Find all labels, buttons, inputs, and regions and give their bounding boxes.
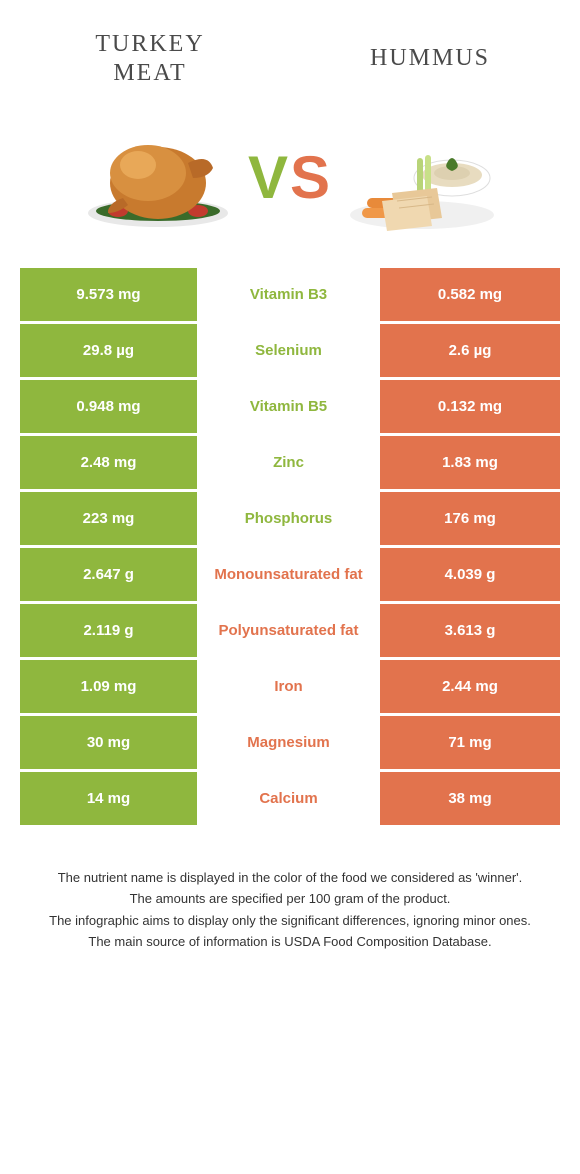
nutrient-row: 2.48 mgZinc1.83 mg bbox=[20, 436, 560, 492]
nutrient-right-value: 1.83 mg bbox=[380, 436, 560, 489]
footer-line-1: The nutrient name is displayed in the co… bbox=[30, 868, 550, 888]
nutrient-right-value: 176 mg bbox=[380, 492, 560, 545]
nutrient-right-value: 38 mg bbox=[380, 772, 560, 825]
nutrient-left-value: 0.948 mg bbox=[20, 380, 200, 433]
nutrient-name: Vitamin B5 bbox=[200, 380, 380, 433]
nutrient-row: 223 mgPhosphorus176 mg bbox=[20, 492, 560, 548]
footer-line-4: The main source of information is USDA F… bbox=[30, 932, 550, 952]
nutrient-left-value: 223 mg bbox=[20, 492, 200, 545]
nutrient-row: 30 mgMagnesium71 mg bbox=[20, 716, 560, 772]
nutrient-right-value: 0.582 mg bbox=[380, 268, 560, 321]
nutrient-right-value: 0.132 mg bbox=[380, 380, 560, 433]
vs-label: VS bbox=[248, 143, 332, 212]
nutrient-right-value: 2.44 mg bbox=[380, 660, 560, 713]
nutrient-right-value: 4.039 g bbox=[380, 548, 560, 601]
nutrient-name: Calcium bbox=[200, 772, 380, 825]
nutrient-name: Selenium bbox=[200, 324, 380, 377]
nutrient-name: Phosphorus bbox=[200, 492, 380, 545]
nutrient-name: Iron bbox=[200, 660, 380, 713]
vs-s: S bbox=[290, 144, 332, 211]
nutrient-row: 14 mgCalcium38 mg bbox=[20, 772, 560, 828]
nutrient-left-value: 30 mg bbox=[20, 716, 200, 769]
header: TURKEY MEAT HUMMUS bbox=[0, 0, 580, 98]
nutrient-name: Monounsaturated fat bbox=[200, 548, 380, 601]
nutrient-name: Zinc bbox=[200, 436, 380, 489]
nutrient-name: Magnesium bbox=[200, 716, 380, 769]
nutrient-left-value: 1.09 mg bbox=[20, 660, 200, 713]
nutrient-left-value: 14 mg bbox=[20, 772, 200, 825]
nutrient-row: 2.119 gPolyunsaturated fat3.613 g bbox=[20, 604, 560, 660]
turkey-image bbox=[78, 118, 238, 238]
nutrient-name: Polyunsaturated fat bbox=[200, 604, 380, 657]
vs-v: V bbox=[248, 144, 290, 211]
nutrient-left-value: 2.647 g bbox=[20, 548, 200, 601]
nutrient-row: 1.09 mgIron2.44 mg bbox=[20, 660, 560, 716]
nutrient-right-value: 2.6 µg bbox=[380, 324, 560, 377]
vs-row: VS bbox=[0, 118, 580, 238]
nutrient-row: 9.573 mgVitamin B30.582 mg bbox=[20, 268, 560, 324]
nutrient-row: 2.647 gMonounsaturated fat4.039 g bbox=[20, 548, 560, 604]
hummus-image bbox=[342, 118, 502, 238]
nutrient-left-value: 9.573 mg bbox=[20, 268, 200, 321]
nutrient-left-value: 2.119 g bbox=[20, 604, 200, 657]
title-right: HUMMUS bbox=[340, 44, 520, 73]
nutrient-row: 0.948 mgVitamin B50.132 mg bbox=[20, 380, 560, 436]
footer-line-2: The amounts are specified per 100 gram o… bbox=[30, 889, 550, 909]
nutrient-right-value: 71 mg bbox=[380, 716, 560, 769]
title-left: TURKEY MEAT bbox=[60, 30, 240, 88]
nutrient-table: 9.573 mgVitamin B30.582 mg29.8 µgSeleniu… bbox=[20, 268, 560, 828]
nutrient-left-value: 29.8 µg bbox=[20, 324, 200, 377]
nutrient-row: 29.8 µgSelenium2.6 µg bbox=[20, 324, 560, 380]
nutrient-right-value: 3.613 g bbox=[380, 604, 560, 657]
footer-line-3: The infographic aims to display only the… bbox=[30, 911, 550, 931]
nutrient-name: Vitamin B3 bbox=[200, 268, 380, 321]
nutrient-left-value: 2.48 mg bbox=[20, 436, 200, 489]
footer-text: The nutrient name is displayed in the co… bbox=[30, 868, 550, 952]
